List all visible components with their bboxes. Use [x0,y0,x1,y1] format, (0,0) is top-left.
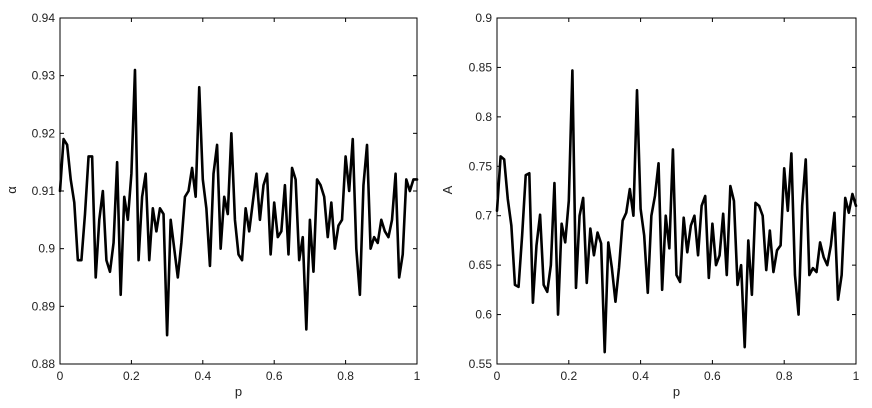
left-y-axis-label: α [4,186,19,194]
left-ytick-label: 0.89 [32,299,56,313]
right-xtick-label: 1 [853,369,860,383]
right-xtick-label: 0.4 [632,369,649,383]
left-chart-panel: 0 0.2 0.4 0.6 0.8 1 0.88 0.89 0.9 0.91 0.92 0.93 0.9… [4,11,421,399]
left-ytick-label: 0.88 [32,357,56,371]
right-chart-panel: 0 0.2 0.4 0.6 0.8 1 0.55 0.6 0.65 0.7 0.75 0.8 0.85 0… [440,11,860,399]
left-x-axis-label: p [235,384,242,399]
left-xtick-label: 0 [57,369,64,383]
right-ytick-label: 0.65 [469,258,493,272]
left-xtick-label: 0.4 [194,369,211,383]
left-series-line [58,68,419,337]
right-ytick-label: 0.8 [475,110,492,124]
right-xtick-label: 0 [494,369,501,383]
right-ytick-label: 0.6 [475,308,492,322]
right-ytick-label: 0.55 [469,357,493,371]
right-series-line [495,69,858,354]
left-ytick-label: 0.94 [32,11,56,25]
left-xtick-label: 0.2 [123,369,140,383]
right-ytick-label: 0.75 [469,159,493,173]
right-xtick-label: 0.8 [776,369,793,383]
left-xtick-label: 1 [414,369,421,383]
right-xtick-label: 0.6 [704,369,721,383]
left-xtick-label: 0.8 [337,369,354,383]
right-ytick-label: 0.9 [475,11,492,25]
right-xtick-label: 0.2 [560,369,577,383]
right-y-axis-label: A [440,185,455,194]
left-plot-frame [59,17,418,365]
right-x-axis-label: p [673,384,680,399]
left-ytick-label: 0.93 [32,69,56,83]
left-ytick-label: 0.92 [32,126,56,140]
left-ytick-label: 0.91 [32,184,56,198]
right-ytick-label: 0.7 [475,209,492,223]
left-xtick-label: 0.6 [266,369,283,383]
right-ytick-label: 0.85 [469,60,493,74]
left-ytick-label: 0.9 [38,242,55,256]
